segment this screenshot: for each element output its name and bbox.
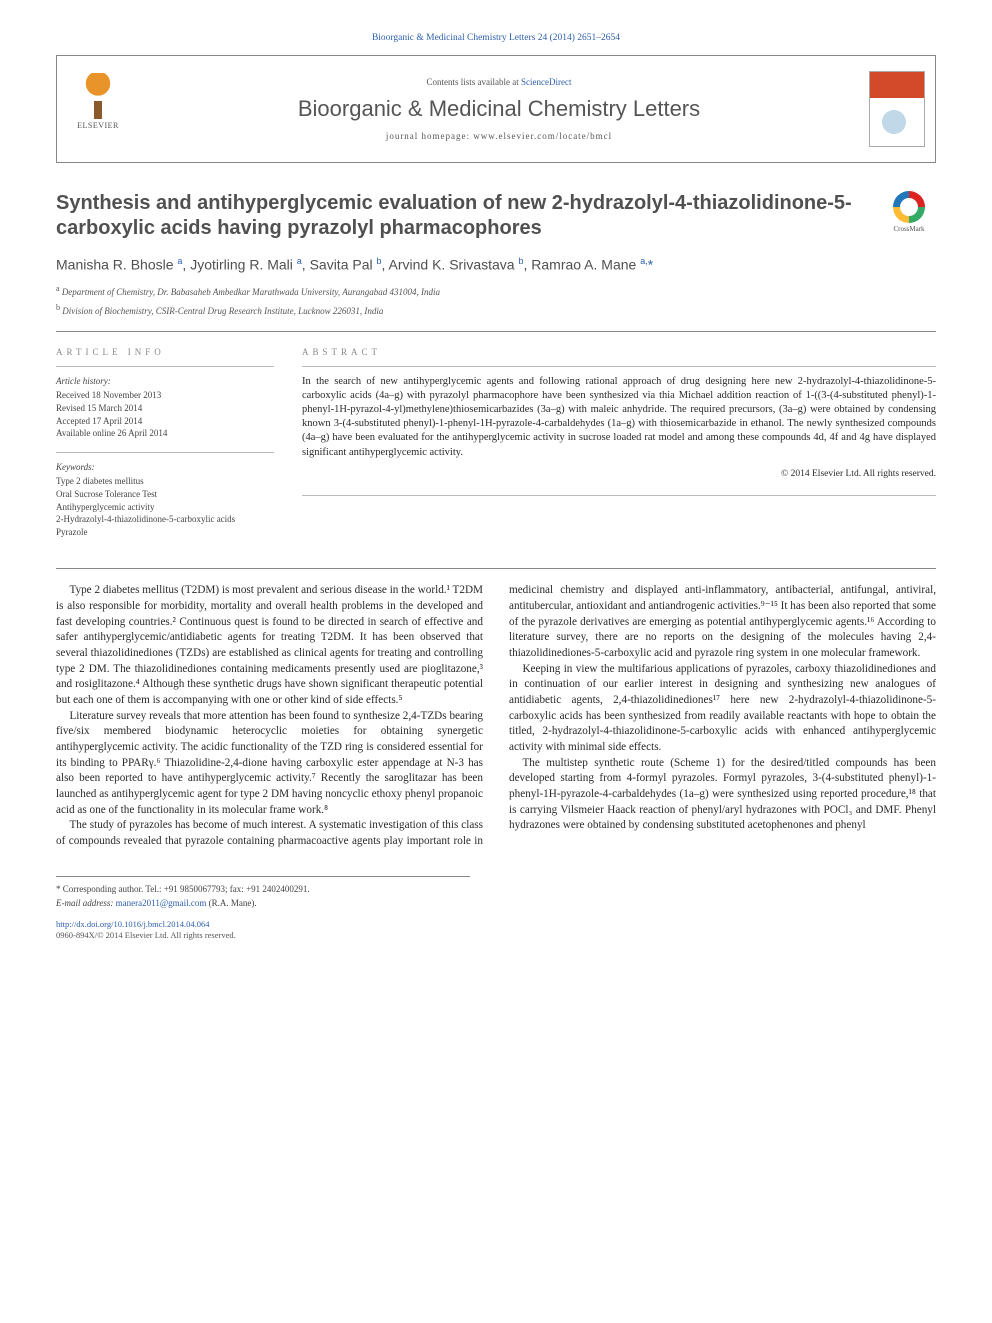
doi-link[interactable]: http://dx.doi.org/10.1016/j.bmcl.2014.04… — [56, 919, 210, 929]
keywords-block: Keywords: Type 2 diabetes mellitus Oral … — [56, 461, 274, 539]
article-title: Synthesis and antihyperglycemic evaluati… — [56, 191, 866, 241]
body-paragraph: Type 2 diabetes mellitus (T2DM) is most … — [56, 583, 483, 708]
body-paragraph: The multistep synthetic route (Scheme 1)… — [509, 756, 936, 834]
crossmark-label: CrossMark — [893, 225, 924, 233]
keywords-head: Keywords: — [56, 461, 274, 474]
affiliation-b: b Division of Biochemistry, CSIR-Central… — [56, 303, 936, 317]
keyword: Type 2 diabetes mellitus — [56, 475, 274, 488]
issn-copyright: 0960-894X/© 2014 Elsevier Ltd. All right… — [56, 930, 236, 940]
sciencedirect-link[interactable]: ScienceDirect — [521, 77, 571, 87]
keyword: Oral Sucrose Tolerance Test — [56, 488, 274, 501]
publisher-label: ELSEVIER — [77, 121, 119, 132]
corresponding-author: * Corresponding author. Tel.: +91 985006… — [56, 883, 470, 895]
keyword: 2-Hydrazolyl-4-thiazolidinone-5-carboxyl… — [56, 513, 274, 526]
history-item: Available online 26 April 2014 — [56, 427, 274, 440]
abstract-text: In the search of new antihyperglycemic a… — [302, 375, 936, 460]
keyword: Pyrazole — [56, 526, 274, 539]
body-paragraph: Literature survey reveals that more atte… — [56, 709, 483, 819]
authors: Manisha R. Bhosle a, Jyotirling R. Mali … — [56, 255, 936, 275]
elsevier-tree-icon — [75, 73, 121, 119]
contents-prefix: Contents lists available at — [427, 77, 521, 87]
abstract-column: ABSTRACT In the search of new antihyperg… — [302, 346, 936, 551]
journal-name: Bioorganic & Medicinal Chemistry Letters — [298, 94, 700, 124]
history-head: Article history: — [56, 375, 274, 388]
email-person: (R.A. Mane). — [209, 898, 257, 908]
homepage-url: www.elsevier.com/locate/bmcl — [473, 131, 612, 141]
journal-reference: Bioorganic & Medicinal Chemistry Letters… — [56, 32, 936, 45]
email-link[interactable]: manera2011@gmail.com — [116, 898, 207, 908]
journal-cover-thumb — [869, 71, 925, 147]
email-line: E-mail address: manera2011@gmail.com (R.… — [56, 897, 470, 909]
abstract-copyright: © 2014 Elsevier Ltd. All rights reserved… — [302, 468, 936, 481]
homepage-line: journal homepage: www.elsevier.com/locat… — [386, 130, 612, 142]
bottom-bar: http://dx.doi.org/10.1016/j.bmcl.2014.04… — [56, 919, 936, 942]
divider-thin — [56, 452, 274, 453]
crossmark-badge[interactable]: CrossMark — [882, 191, 936, 234]
body-paragraph: Keeping in view the multifarious applica… — [509, 662, 936, 756]
body-text: Type 2 diabetes mellitus (T2DM) is most … — [56, 583, 936, 849]
history-item: Received 18 November 2013 — [56, 389, 274, 402]
email-label: E-mail address: — [56, 898, 113, 908]
divider — [56, 568, 936, 569]
divider-thin — [56, 366, 274, 367]
article-info-label: ARTICLE INFO — [56, 346, 274, 358]
homepage-prefix: journal homepage: — [386, 131, 473, 141]
history-item: Revised 15 March 2014 — [56, 402, 274, 415]
keyword: Antihyperglycemic activity — [56, 501, 274, 514]
divider-thin — [302, 366, 936, 367]
divider — [56, 331, 936, 332]
affiliation-b-text: Division of Biochemistry, CSIR-Central D… — [62, 306, 383, 316]
affiliation-a-text: Department of Chemistry, Dr. Babasaheb A… — [62, 287, 440, 297]
journal-header: ELSEVIER Contents lists available at Sci… — [56, 55, 936, 163]
crossmark-icon — [893, 191, 925, 223]
contents-line: Contents lists available at ScienceDirec… — [427, 76, 572, 88]
article-history: Article history: Received 18 November 20… — [56, 375, 274, 440]
history-item: Accepted 17 April 2014 — [56, 415, 274, 428]
affiliation-a: a Department of Chemistry, Dr. Babasaheb… — [56, 284, 936, 298]
divider-thin — [302, 495, 936, 496]
header-center: Contents lists available at ScienceDirec… — [139, 56, 859, 162]
article-info-column: ARTICLE INFO Article history: Received 1… — [56, 346, 274, 551]
cover-cell — [859, 56, 935, 162]
footnotes: * Corresponding author. Tel.: +91 985006… — [56, 876, 470, 909]
elsevier-logo: ELSEVIER — [70, 73, 126, 145]
publisher-logo-cell: ELSEVIER — [57, 56, 139, 162]
abstract-label: ABSTRACT — [302, 346, 936, 358]
